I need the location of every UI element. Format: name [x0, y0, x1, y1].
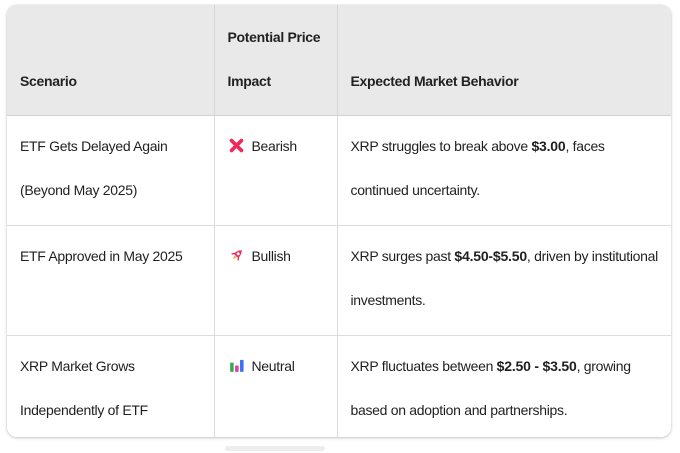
impact-cell: Bullish: [214, 225, 338, 336]
impact-cell: Bearish: [214, 115, 338, 226]
impact-cell: Neutral: [214, 335, 338, 437]
behavior-cell: XRP struggles to break above $3.00, face…: [337, 115, 671, 226]
table-body: ETF Gets Delayed Again (Beyond May 2025)…: [7, 115, 671, 437]
table-row: ETF Gets Delayed Again (Beyond May 2025)…: [7, 115, 671, 226]
table-header: Scenario Potential Price Impact Expected…: [7, 5, 671, 116]
table-row: XRP Market Grows Independently of ETF Ne…: [7, 335, 671, 437]
behavior-price-highlight: $3.00: [531, 138, 566, 154]
scenario-cell: XRP Market Grows Independently of ETF: [7, 335, 215, 437]
column-header-impact: Potential Price Impact: [214, 5, 338, 116]
impact-label: Bullish: [251, 248, 291, 264]
scenario-table-card: Scenario Potential Price Impact Expected…: [7, 5, 671, 437]
behavior-text: , faces continued uncertainty.: [350, 138, 605, 198]
impact-label: Bearish: [251, 138, 298, 154]
xrp-etf-scenario-table: Scenario Potential Price Impact Expected…: [7, 5, 671, 437]
x-mark-icon: [228, 127, 245, 153]
card-shadow: [225, 446, 325, 451]
behavior-text: XRP struggles to break above: [350, 138, 532, 154]
table-row: ETF Approved in May 2025 Bull: [7, 225, 671, 336]
impact-label: Neutral: [251, 358, 295, 374]
behavior-text: XRP fluctuates between: [350, 358, 497, 374]
behavior-price-highlight: $4.50-$5.50: [454, 248, 527, 264]
bar-chart-icon: [228, 347, 245, 372]
behavior-text: XRP surges past: [350, 248, 455, 264]
behavior-text: , growing based on adoption and partners…: [350, 358, 632, 418]
scenario-cell: ETF Approved in May 2025: [7, 225, 215, 336]
scenario-cell: ETF Gets Delayed Again (Beyond May 2025): [7, 115, 215, 226]
behavior-cell: XRP fluctuates between $2.50 - $3.50, gr…: [337, 335, 671, 437]
header-row: Scenario Potential Price Impact Expected…: [7, 5, 671, 116]
column-header-scenario: Scenario: [7, 5, 215, 116]
behavior-text: , driven by institutional investments.: [350, 248, 659, 308]
rocket-icon: [228, 237, 245, 262]
behavior-price-highlight: $2.50 - $3.50: [496, 358, 577, 374]
behavior-cell: XRP surges past $4.50-$5.50, driven by i…: [337, 225, 671, 336]
column-header-behavior: Expected Market Behavior: [337, 5, 671, 116]
